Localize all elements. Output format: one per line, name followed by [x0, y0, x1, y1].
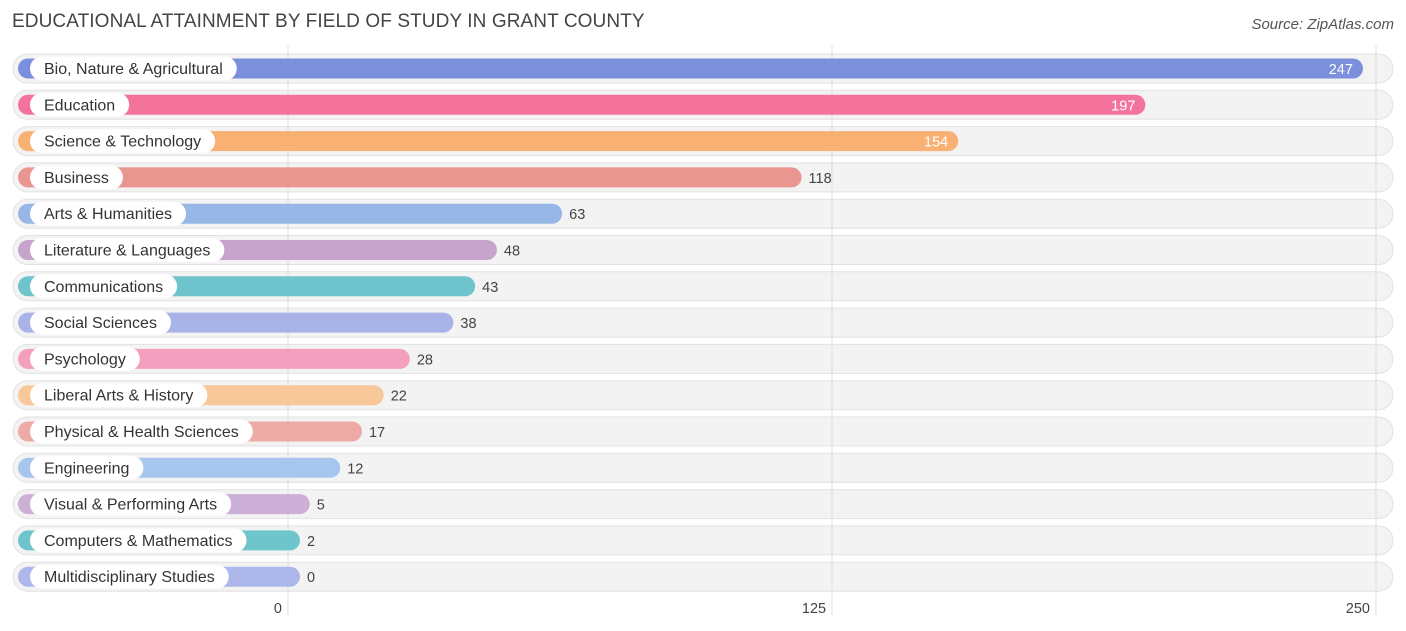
tick-label: 250	[1346, 601, 1370, 617]
bar[interactable]	[18, 167, 802, 188]
category-label: Liberal Arts & History	[44, 388, 193, 405]
category-label: Computers & Mathematics	[44, 533, 233, 550]
value-label: 247	[1329, 62, 1353, 78]
row-background	[12, 561, 1394, 592]
category-label: Engineering	[44, 460, 129, 477]
value-label: 38	[460, 316, 476, 332]
value-label: 28	[417, 352, 433, 368]
category-label-pill	[30, 201, 187, 226]
value-label: 5	[317, 498, 325, 514]
category-label-pill	[30, 455, 144, 480]
category-label: Literature & Languages	[44, 243, 210, 260]
value-label: 154	[924, 135, 948, 151]
chart-title: EDUCATIONAL ATTAINMENT BY FIELD OF STUDY…	[12, 11, 645, 32]
value-label: 43	[482, 280, 498, 296]
bar[interactable]	[18, 131, 959, 152]
category-label: Multidisciplinary Studies	[44, 569, 215, 586]
category-label-pill	[30, 274, 178, 299]
value-label: 118	[809, 171, 832, 187]
value-label: 0	[307, 570, 315, 586]
category-label: Arts & Humanities	[44, 206, 172, 223]
category-label-pill	[30, 165, 123, 190]
category-label-pill	[30, 419, 253, 444]
category-label-pill	[30, 528, 247, 553]
category-label-pill	[30, 492, 232, 517]
row-background	[12, 489, 1394, 520]
category-label: Visual & Performing Arts	[44, 497, 217, 514]
value-label: 63	[569, 207, 585, 223]
value-label: 17	[369, 425, 385, 441]
value-label: 197	[1111, 98, 1135, 114]
category-label-pill	[30, 346, 140, 371]
value-label: 48	[504, 244, 520, 260]
category-label: Education	[44, 97, 115, 114]
bar[interactable]	[18, 94, 1146, 115]
bar[interactable]	[18, 58, 1363, 79]
category-label: Bio, Nature & Agricultural	[44, 61, 223, 78]
value-label: 22	[391, 389, 407, 405]
category-label: Communications	[44, 279, 163, 296]
category-label-pill	[30, 564, 229, 589]
row-background	[12, 525, 1394, 556]
category-label: Physical & Health Sciences	[44, 424, 239, 441]
value-label: 2	[307, 534, 315, 550]
tick-label: 125	[802, 601, 826, 617]
row-background	[12, 452, 1394, 483]
tick-label: 0	[274, 601, 282, 617]
category-label: Science & Technology	[44, 134, 201, 151]
chart-source: Source: ZipAtlas.com	[1251, 16, 1394, 33]
category-label: Psychology	[44, 351, 126, 368]
category-label-pill	[30, 129, 216, 154]
value-label: 12	[347, 461, 363, 477]
category-label-pill	[30, 383, 208, 408]
category-label-pill	[30, 56, 237, 81]
category-label: Business	[44, 170, 109, 187]
category-label: Social Sciences	[44, 315, 157, 332]
category-label-pill	[30, 92, 130, 117]
category-label-pill	[30, 310, 171, 335]
category-label-pill	[30, 238, 225, 262]
